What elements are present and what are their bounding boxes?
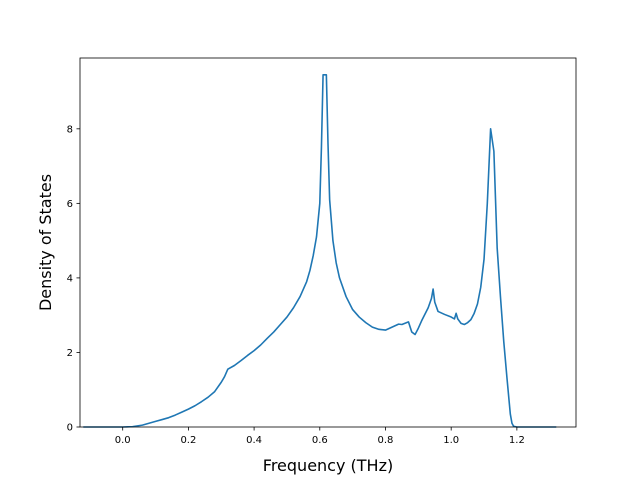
y-tick-label: 0 xyxy=(67,423,73,434)
y-tick-label: 2 xyxy=(67,348,73,359)
x-tick-label: 0.6 xyxy=(312,435,328,446)
series-layer xyxy=(83,73,557,428)
x-axis-label: Frequency (THz) xyxy=(263,456,393,475)
x-tick-label: 1.2 xyxy=(509,435,525,446)
plot-frame xyxy=(79,57,577,428)
x-tick-label: 0.4 xyxy=(246,435,262,446)
x-tick-label: 1.0 xyxy=(443,435,459,446)
x-axis-ticks: 0.0 0.2 0.4 0.6 0.8 1.0 1.2 xyxy=(115,427,525,446)
x-tick-label: 0.2 xyxy=(180,435,196,446)
y-tick-label: 4 xyxy=(67,273,73,284)
y-axis-label: Density of States xyxy=(36,174,55,311)
x-tick-label: 0.8 xyxy=(378,435,394,446)
y-tick-label: 6 xyxy=(67,199,73,210)
y-tick-label: 8 xyxy=(67,124,73,135)
dos-series-line-0 xyxy=(83,73,557,428)
y-axis-ticks: 0 2 4 6 8 xyxy=(67,124,80,434)
x-tick-label: 0.0 xyxy=(115,435,131,446)
